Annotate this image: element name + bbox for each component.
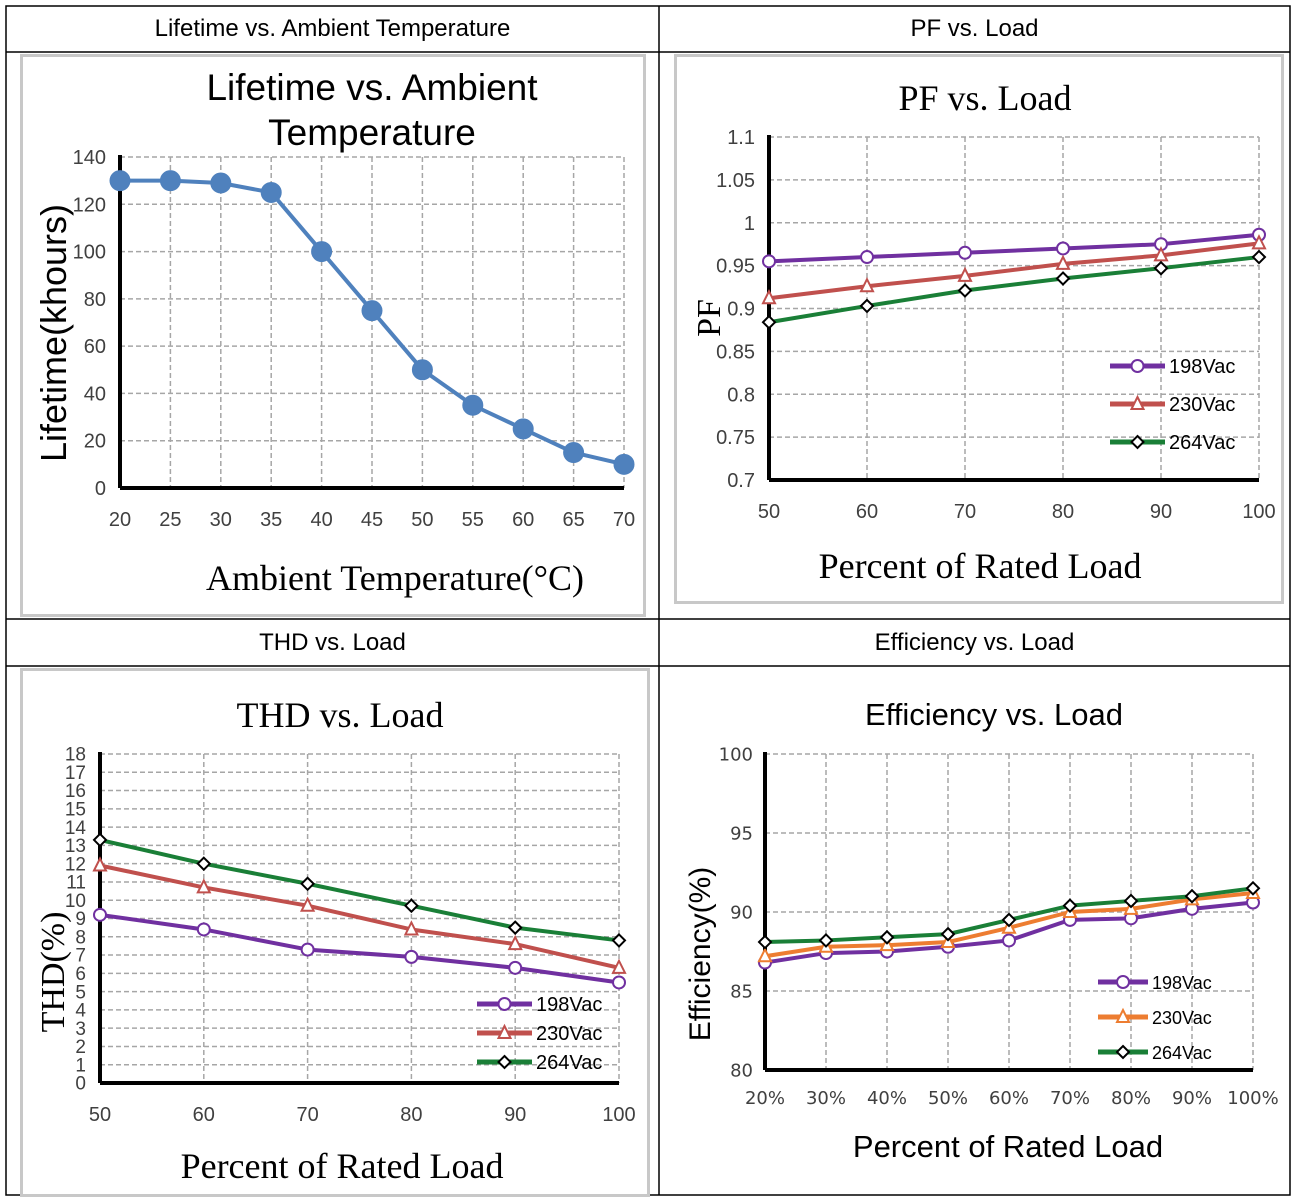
cell-title-lifetime: Lifetime vs. Ambient Temperature: [154, 15, 511, 42]
thd-chart-frame: [20, 668, 650, 1197]
cell-title-thd: THD vs. Load: [259, 629, 406, 656]
pf-chart-frame: [674, 54, 1284, 604]
cell-title-efficiency: Efficiency vs. Load: [874, 629, 1075, 656]
lifetime-chart-frame: [20, 54, 646, 617]
cell-title-pf: PF vs. Load: [910, 15, 1039, 42]
